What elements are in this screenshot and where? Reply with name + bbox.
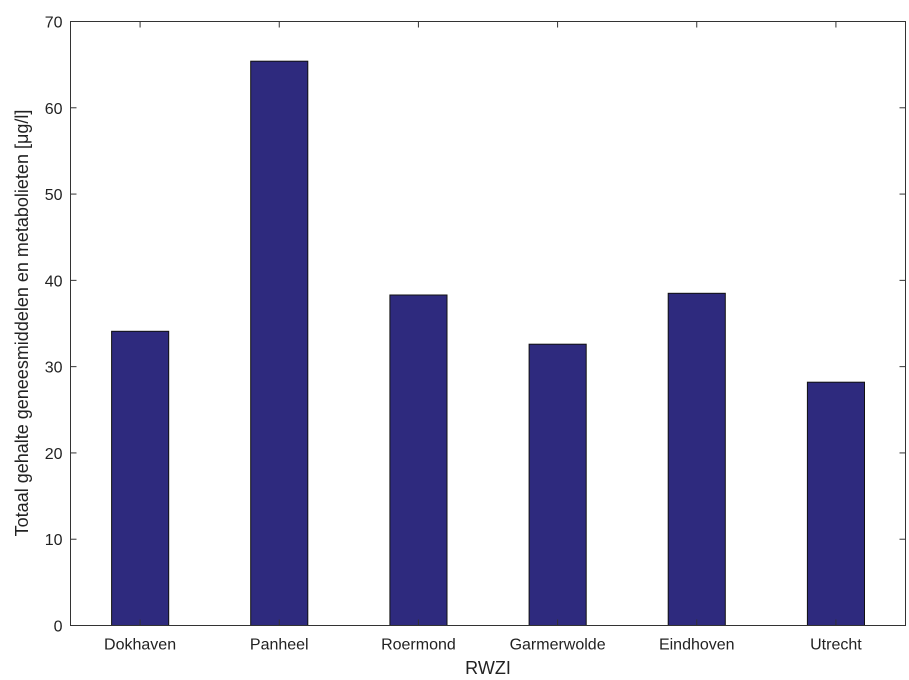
bar-panheel [250,60,309,626]
y-tick-label: 0 [54,619,63,636]
x-tick-label: Garmerwolde [510,637,606,654]
bar-garmerwolde [528,343,587,626]
x-tick-label: Dokhaven [104,637,176,654]
x-axis-title: RWZI [465,658,511,678]
x-tick-label: Utrecht [810,637,862,654]
x-tick-label: Panheel [250,637,309,654]
y-tick-label: 20 [45,446,63,463]
y-tick-label: 40 [45,273,63,290]
y-tick-label: 10 [45,532,63,549]
x-tick-label: Roermond [381,637,456,654]
y-axis-title: Totaal gehalte geneesmiddelen en metabol… [12,110,32,537]
plot-frame [70,21,906,626]
bar-roermond [389,294,448,626]
bar-dokhaven [111,330,170,626]
bars-layer [111,60,866,627]
ticks-layer: Dokhaven Panheel Roermond Garmerwolde Eindho… [45,15,906,654]
y-tick-label: 60 [45,101,63,118]
y-tick-label: 30 [45,360,63,377]
bar-utrecht [806,381,866,627]
y-tick-label: 50 [45,187,63,204]
y-tick-label: 70 [45,15,63,32]
bar-eindhoven [667,292,726,626]
x-tick-label: Eindhoven [659,637,735,654]
